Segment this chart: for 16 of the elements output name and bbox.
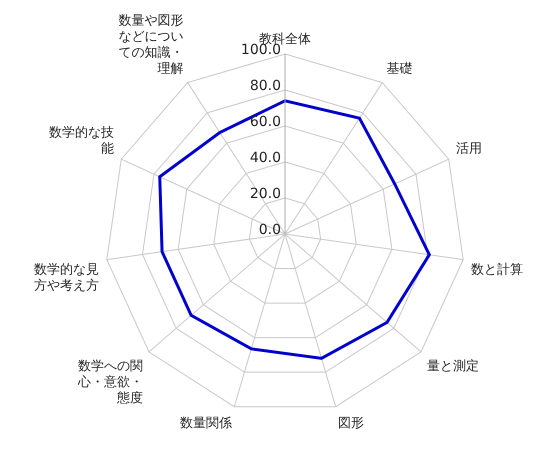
spoke-label: 図形 bbox=[338, 416, 364, 432]
spoke-label: 基礎 bbox=[386, 62, 413, 77]
y-tick-label: 60.0 bbox=[250, 114, 281, 130]
y-tick-label: 100.0 bbox=[240, 42, 281, 58]
spoke-label: 数量や図形などについての知識・理解 bbox=[118, 14, 184, 77]
spoke-label: 数と計算 bbox=[471, 262, 524, 278]
y-tick-label: 80.0 bbox=[250, 78, 281, 94]
y-tick-label: 20.0 bbox=[250, 186, 281, 202]
spoke-label: 量と測定 bbox=[427, 358, 480, 374]
y-tick-label: 40.0 bbox=[250, 150, 281, 166]
y-tick-label: 0.0 bbox=[258, 222, 281, 238]
spoke-label: 活用 bbox=[456, 142, 482, 157]
spoke-label: 数学への関心・意欲・態度 bbox=[76, 358, 143, 406]
spoke-label: 数学的な技能 bbox=[48, 126, 114, 157]
spoke-label: 数量関係 bbox=[180, 416, 232, 432]
spoke-label: 数学的な見方や考え方 bbox=[34, 262, 99, 294]
